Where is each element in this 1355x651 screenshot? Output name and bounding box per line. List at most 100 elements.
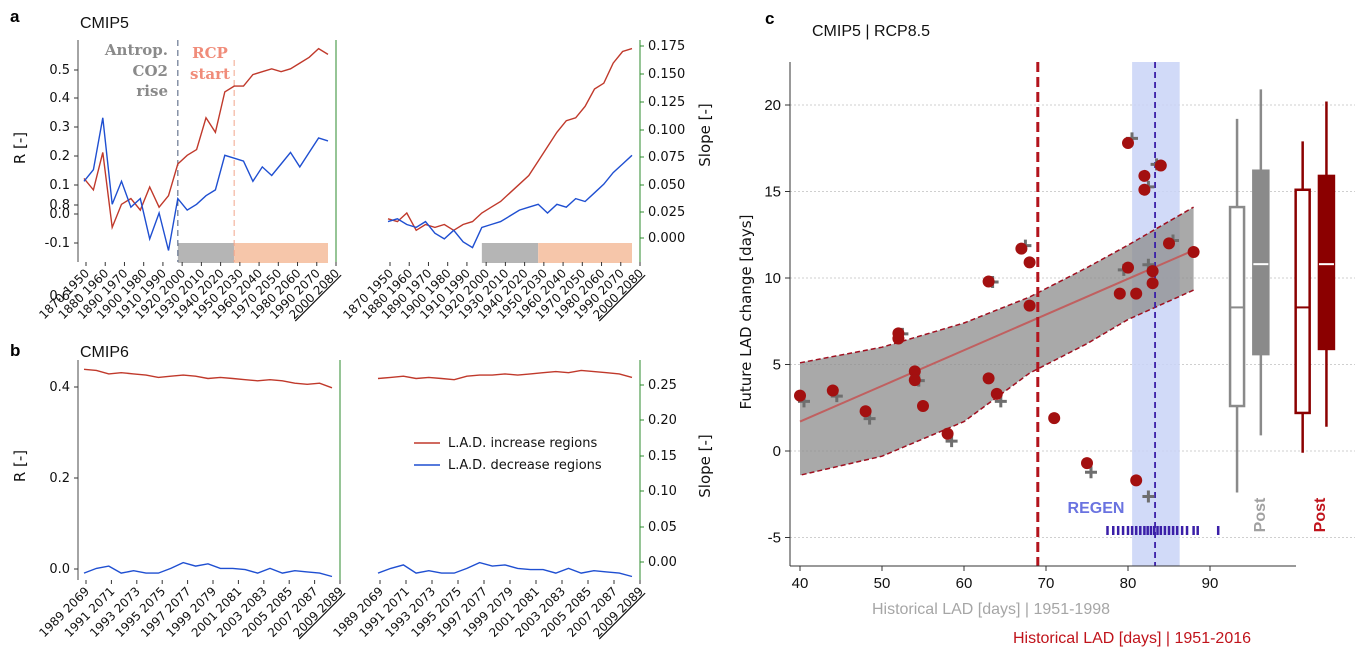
model-circle-marker: [1138, 183, 1151, 196]
model-circle-marker: [1081, 457, 1093, 470]
panel-letter-c: c: [765, 9, 774, 28]
chart-c: -5 0 5 10 15 20 40 50 60 70 80 90: [764, 62, 1355, 592]
y2-tick-label: 0.15: [648, 449, 677, 464]
y2-tick-label: 0.05: [648, 520, 677, 535]
y-tick-label: 0.6: [49, 289, 70, 304]
model-circle-marker: [1146, 277, 1159, 290]
annotation-antrop: Antrop. CO2 rise: [104, 41, 168, 100]
y2-tick-label: 0.000: [648, 231, 685, 246]
y-tick-label: 0.0: [49, 207, 70, 222]
y-tick-label: 0.3: [49, 120, 70, 135]
series-increase-line: [83, 368, 333, 389]
annotation-rcp: RCP start: [190, 44, 230, 83]
y-tick-label: 0.2: [49, 149, 70, 164]
y-tick-label: 0.1: [49, 178, 70, 193]
rcp-line-1: RCP: [192, 44, 228, 62]
panel-c-xlabel-red: Historical LAD [days] | 1951-2016: [1013, 630, 1251, 647]
model-circle-marker: [990, 387, 1003, 400]
model-circle-marker: [908, 365, 921, 378]
model-circle-marker: [1113, 287, 1126, 300]
x-tick-label: 70: [1038, 575, 1055, 592]
x-tick-label: 90: [1202, 575, 1219, 592]
period-band-gray: [177, 243, 235, 263]
y2-tick-label: 0.075: [648, 150, 685, 165]
y2-tick-label: 0.125: [648, 95, 685, 110]
model-circle-marker: [892, 327, 905, 340]
y2-tick-label: 0.20: [648, 413, 677, 428]
model-circle-marker: [1048, 412, 1061, 425]
model-circle-marker: [1163, 237, 1175, 250]
model-circle-marker: [1122, 261, 1134, 274]
antrop-line-1: Antrop.: [104, 41, 168, 59]
panel-a-ylabel: R [-]: [11, 132, 29, 164]
y-tick-label: 15: [764, 184, 781, 201]
model-circle-marker: [1138, 169, 1151, 182]
series-decrease-line: [377, 561, 633, 578]
box-body: [1294, 188, 1311, 415]
y-tick-label: 0.5: [49, 63, 70, 78]
model-circle-marker: [1154, 159, 1167, 172]
y-tick-label: 0.8: [49, 198, 70, 213]
ci-upper-line: [799, 206, 1194, 364]
chart-a-right: 0.000 0.025 0.050 0.075 0.100 0.125 0.150 0.175…: [340, 39, 685, 322]
model-circle-marker: [982, 275, 995, 288]
legend: L.A.D. increase regions L.A.D. decrease …: [414, 436, 602, 473]
confidence-band: [800, 207, 1194, 476]
x-tick-label: 40: [792, 575, 809, 592]
y-tick-label: -5: [768, 530, 781, 547]
y-tick-label: -0.1: [45, 236, 70, 251]
model-circle-marker: [1122, 137, 1134, 150]
antrop-line-3: rise: [136, 82, 168, 100]
series-increase-line: [377, 369, 633, 381]
model-circle-marker: [941, 427, 954, 440]
x-tick-label: 60: [956, 575, 973, 592]
panel-b-ylabel: R [-]: [11, 450, 29, 482]
model-plus-marker: [1085, 466, 1097, 479]
model-circle-marker: [794, 389, 806, 402]
series-decrease-line: [83, 561, 333, 578]
panel-letter-b: b: [10, 341, 20, 360]
y2-tick-label: 0.10: [648, 484, 677, 499]
model-circle-marker: [1130, 287, 1143, 300]
x-tick-label: 80: [1120, 575, 1137, 592]
y-tick-label: 0.0: [49, 562, 70, 577]
model-circle-marker: [826, 384, 839, 397]
legend-decrease-label: L.A.D. decrease regions: [448, 458, 602, 473]
model-circle-marker: [1023, 299, 1036, 312]
period-band-salmon: [234, 243, 328, 263]
model-plus-marker: [1142, 490, 1155, 503]
y2-tick-label: 0.050: [648, 178, 685, 193]
antrop-line-2: CO2: [133, 62, 168, 80]
panel-c-ylabel: Future LAD change [days]: [737, 215, 755, 410]
panel-b-y2label: Slope [-]: [696, 434, 714, 498]
y-tick-label: 0.4: [49, 380, 70, 395]
post-label-gray: Post: [1252, 497, 1269, 532]
model-circle-marker: [908, 374, 921, 387]
ci-lower-line: [799, 289, 1194, 476]
period-band-gray: [481, 243, 539, 263]
model-circle-marker: [917, 400, 929, 413]
model-circle-marker: [1130, 474, 1143, 487]
model-circle-marker: [1015, 242, 1028, 255]
regen-label: REGEN: [1068, 500, 1125, 517]
y2-tick-label: 0.150: [648, 67, 685, 82]
post-label-red: Post: [1312, 497, 1329, 532]
y2-tick-label: 0.00: [648, 555, 677, 570]
regression-line: [799, 249, 1194, 423]
y-tick-label: 0.4: [49, 91, 70, 106]
panel-a-y2label: Slope [-]: [696, 103, 714, 167]
panel-c-title: CMIP5 | RCP8.5: [812, 23, 930, 40]
y-tick-label: 20: [764, 97, 781, 114]
panel-b-title: CMIP6: [80, 344, 129, 361]
y2-tick-label: 0.100: [648, 123, 685, 138]
model-circle-marker: [1187, 246, 1200, 259]
y2-tick-label: 0.175: [648, 39, 685, 54]
y2-tick-label: 0.25: [648, 378, 677, 393]
series-decrease-line: [387, 154, 633, 249]
y-tick-label: 0: [773, 443, 781, 460]
series-increase-line: [387, 47, 633, 232]
